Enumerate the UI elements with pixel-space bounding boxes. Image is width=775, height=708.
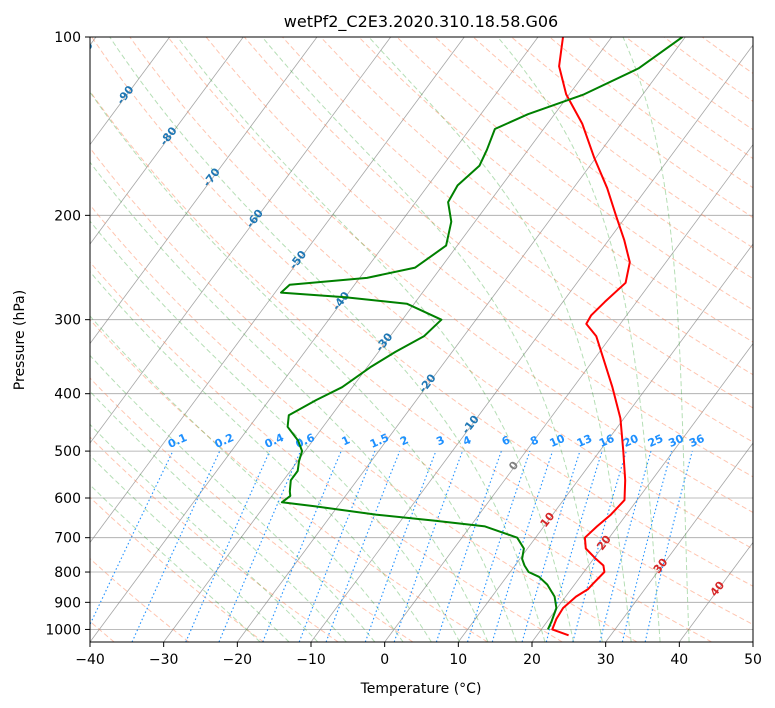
x-axis-label: Temperature (°C) [360,681,482,697]
temperature-line [551,37,631,637]
moist-adiabat-line [109,37,546,642]
mixing-ratio-label: 25 [646,432,665,450]
y-tick-label: 700 [54,531,81,547]
moist-adiabat-line [90,315,404,642]
mixing-ratio-line [393,450,464,642]
moist-adiabat-line [497,37,661,642]
dry-adiabat-line [90,147,712,642]
isotherm-line [457,243,753,642]
mixing-ratio-label: 20 [621,432,641,450]
isotherm-line [90,37,465,544]
mixing-ratio-label: 30 [666,432,686,450]
moist-adiabat-line [90,161,489,642]
mixing-ratio-label: 16 [597,432,617,450]
mixing-ratio-label: 13 [575,432,594,450]
mixing-ratio-line [572,450,627,642]
moist-adiabat-line [368,37,632,642]
mixing-ratio-line [185,450,271,642]
moist-adiabat-line [90,354,376,642]
mixing-ratio-line [435,450,502,642]
isotherm-line [90,37,318,345]
x-tick-label: 20 [523,652,541,668]
isotherm-line [236,37,686,642]
dry-adiabat-line [90,319,488,642]
chart-title: wetPf2_C2E3.2020.310.18.58.G06 [284,12,558,32]
profile-series [280,37,683,637]
moist-adiabat-line [90,423,319,642]
dry-adiabat-line [129,37,753,550]
x-tick-label: −40 [75,652,105,668]
dry-adiabat-line [167,37,753,514]
mixing-ratio-label: 10 [548,432,568,450]
mixing-ratio-label: 36 [687,432,707,450]
dry-adiabat-line [243,37,753,443]
mixing-ratio-line [466,450,531,642]
isotherm-line [384,143,753,642]
dry-adiabat-line [90,90,753,626]
y-tick-label: 500 [54,444,81,460]
moist-adiabat-line [90,390,347,642]
y-tick-label: 200 [54,208,81,224]
moist-adiabat-line [90,454,290,642]
isotherm-line [90,37,392,444]
y-tick-label: 400 [54,387,81,403]
mixing-ratio-line [325,450,401,642]
x-tick-label: −20 [223,652,253,668]
y-axis-label: Pressure (hPa) [12,290,28,390]
moist-adiabat-line [90,91,517,642]
dry-adiabat-line [90,261,563,642]
dewpoint-line [280,37,683,630]
moist-adiabat-line [622,37,690,642]
x-tick-label: −10 [296,652,326,668]
dry-adiabat-line [90,204,638,642]
mixing-ratio-line [599,450,652,642]
x-tick-label: 10 [449,652,467,668]
plot-frame [89,36,754,643]
isotherm-line [90,37,539,642]
dry-adiabat-line [90,377,414,642]
y-tick-label: 100 [54,30,81,46]
isotherm-line [163,37,613,642]
mixing-ratio-line [491,450,554,642]
mixing-ratio-line [521,450,581,642]
x-tick-label: 30 [597,652,615,668]
mixing-ratio-line [644,450,693,642]
x-tick-label: 40 [670,652,688,668]
isotherm-line [90,37,171,146]
isotherm-line [90,37,244,245]
y-tick-label: 300 [54,313,81,329]
x-tick-label: 0 [380,652,389,668]
y-tick-label: 600 [54,491,81,507]
isotherm-line [531,342,753,642]
dry-adiabat-line [282,37,753,409]
mixing-ratio-line [621,450,673,642]
isotherm-line [310,44,753,642]
mixing-ratio-line [298,450,376,642]
x-tick-label: −30 [149,652,179,668]
dry-adiabat-line [396,37,753,311]
x-tick-label: 50 [744,652,762,668]
dry-adiabat-line [90,557,190,642]
y-tick-label: 1000 [45,622,81,638]
y-tick-label: 800 [54,565,81,581]
mixing-ratio-line [262,450,342,642]
mixing-ratio-line [364,450,437,642]
mixing-ratio-line [218,450,302,642]
y-tick-label: 900 [54,595,81,611]
isotherm-line [605,442,753,642]
moist-adiabat-line [261,37,603,642]
axis-ticks: −40 −30 −20 −10 0 10 20 30 40 50 100 200 300 400 500 60… [45,30,762,668]
